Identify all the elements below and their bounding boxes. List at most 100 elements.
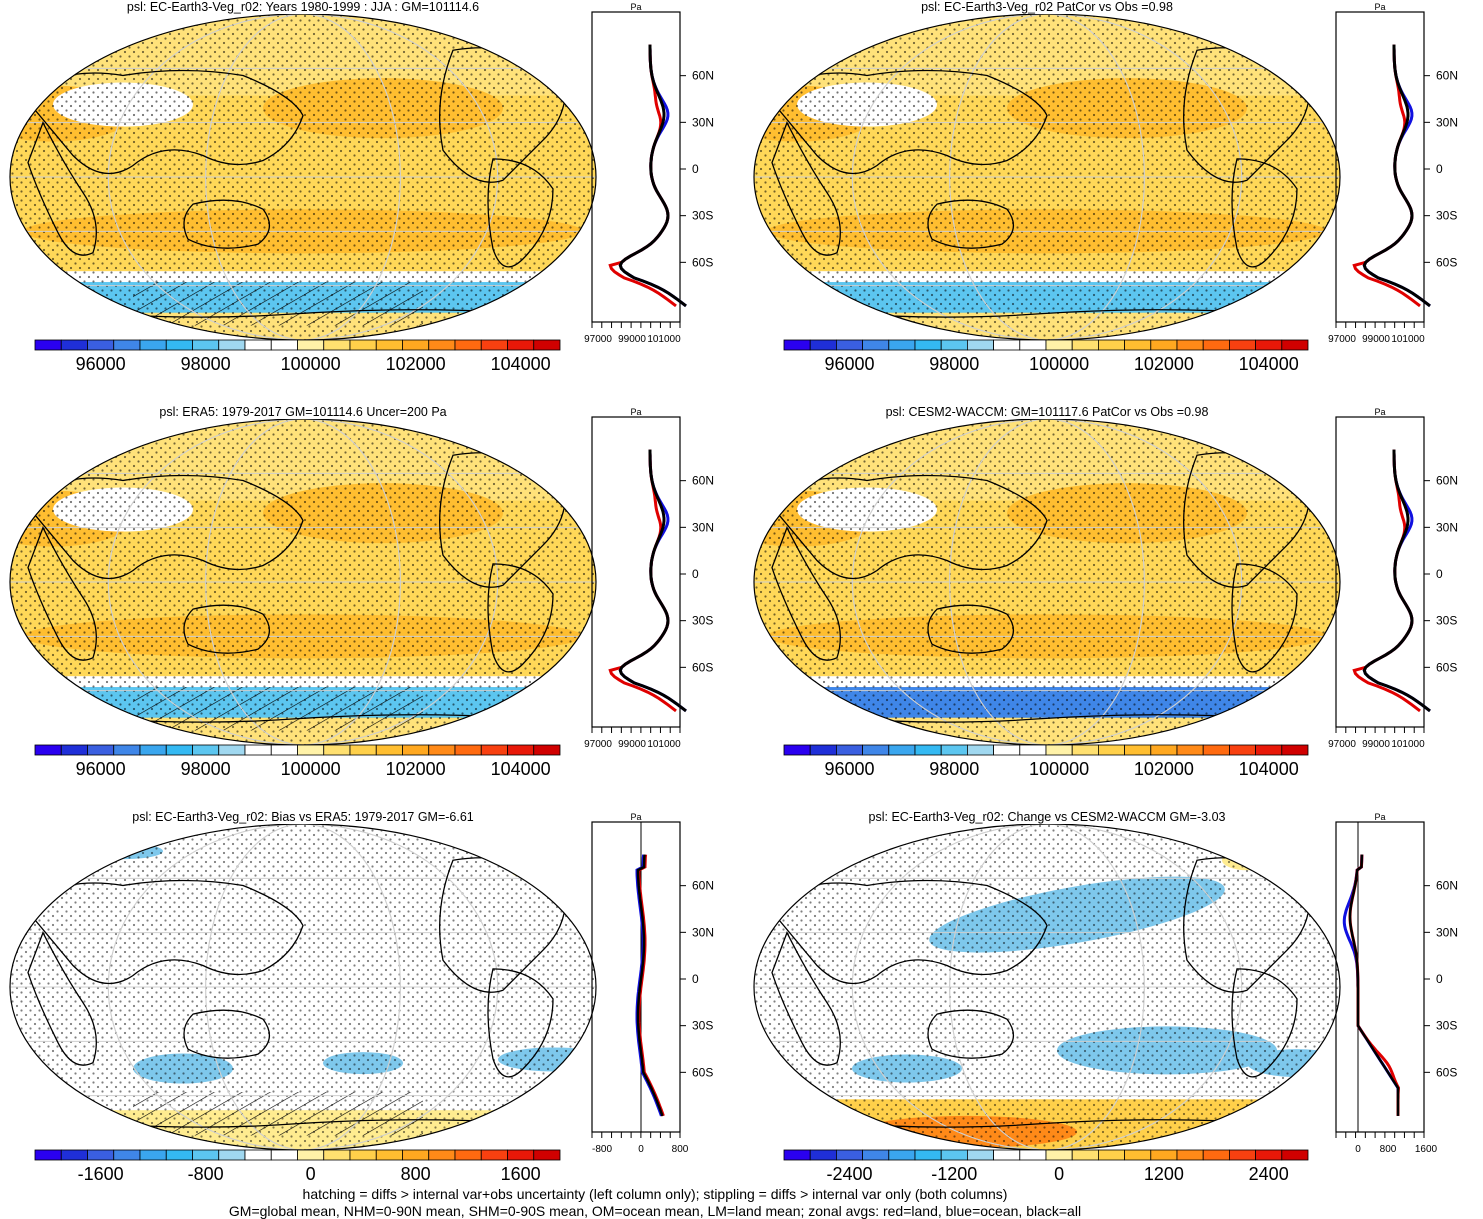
colorbar-tick-label: 104000 xyxy=(490,354,551,374)
latitude-tick-label: 60S xyxy=(692,660,713,674)
profile-tick-label: 97000 xyxy=(1328,334,1356,345)
colorbar-tick-label: 96000 xyxy=(75,759,126,779)
latitude-tick-label: 30N xyxy=(692,925,714,939)
colorbar-tick-label: 1600 xyxy=(500,1164,541,1184)
colorbar xyxy=(34,1149,561,1161)
zonal-profile: Pa 60N 30N 0 30S 60S 97000 99000 101000 xyxy=(1328,407,1458,750)
latitude-tick-label: 30S xyxy=(1436,614,1457,628)
footnote-line-1: hatching = diffs > internal var+obs unce… xyxy=(302,1186,1008,1202)
profile-unit-label: Pa xyxy=(630,2,641,12)
map-panel xyxy=(753,824,1341,1151)
profile-tick-label: 101000 xyxy=(1391,334,1425,345)
profile-unit-label: Pa xyxy=(630,407,641,417)
latitude-tick-label: 60N xyxy=(1436,69,1458,83)
latitude-tick-label: 30S xyxy=(1436,209,1457,223)
colorbar-tick-label: 96000 xyxy=(824,759,875,779)
panel-title: psl: EC-Earth3-Veg_r02 PatCor vs Obs =0.… xyxy=(921,0,1173,14)
latitude-tick-label: 60N xyxy=(692,474,714,488)
profile-unit-label: Pa xyxy=(1374,407,1385,417)
latitude-tick-label: 30N xyxy=(1436,115,1458,129)
latitude-tick-label: 30S xyxy=(692,1019,713,1033)
footnote-line-2: GM=global mean, NHM=0-90N mean, SHM=0-90… xyxy=(228,1203,1082,1219)
colorbar-tick-label: 102000 xyxy=(385,759,446,779)
zonal-profile: Pa 60N 30N 0 30S 60S 97000 99000 101000 xyxy=(1328,2,1458,345)
colorbar xyxy=(783,744,1309,756)
colorbar-tick-label: 98000 xyxy=(929,354,980,374)
panel-title: psl: ERA5: 1979-2017 GM=101114.6 Uncer=2… xyxy=(159,405,447,419)
profile-tick-label: 97000 xyxy=(1328,739,1356,750)
latitude-tick-label: 0 xyxy=(1436,567,1443,581)
colorbar-tick-label: 98000 xyxy=(180,354,231,374)
colorbar-tick-label: 800 xyxy=(400,1164,431,1184)
colorbar-tick-label: -1200 xyxy=(931,1164,978,1184)
profile-unit-label: Pa xyxy=(1374,812,1385,822)
colorbar xyxy=(783,1149,1309,1161)
latitude-tick-label: 60N xyxy=(692,879,714,893)
map-panel xyxy=(9,419,597,746)
profile-tick-label: 99000 xyxy=(1362,739,1390,750)
latitude-tick-label: 0 xyxy=(1436,972,1443,986)
panel-title: psl: EC-Earth3-Veg_r02: Change vs CESM2-… xyxy=(868,810,1226,824)
panel-title: psl: EC-Earth3-Veg_r02: Bias vs ERA5: 19… xyxy=(132,810,474,824)
colorbar-tick-label: 96000 xyxy=(75,354,126,374)
latitude-tick-label: 0 xyxy=(692,162,699,176)
colorbar-tick-label: 0 xyxy=(305,1164,316,1184)
latitude-tick-label: 0 xyxy=(692,972,699,986)
latitude-tick-label: 60S xyxy=(692,255,713,269)
panel-title: psl: EC-Earth3-Veg_r02: Years 1980-1999 … xyxy=(126,0,480,14)
map-panel xyxy=(753,14,1341,341)
profile-tick-label: 800 xyxy=(672,1144,689,1155)
panel-title: psl: CESM2-WACCM: GM=101117.6 PatCor vs … xyxy=(885,405,1209,419)
profile-tick-label: 97000 xyxy=(584,739,612,750)
latitude-tick-label: 60S xyxy=(1436,660,1457,674)
colorbar xyxy=(34,744,561,756)
profile-tick-label: 800 xyxy=(1380,1144,1397,1155)
profile-tick-label: 99000 xyxy=(618,739,646,750)
map-panel xyxy=(753,419,1341,746)
zonal-profile: Pa 60N 30N 0 30S 60S 97000 99000 101000 xyxy=(584,407,714,750)
profile-tick-label: 99000 xyxy=(618,334,646,345)
colorbar-tick-label: 96000 xyxy=(824,354,875,374)
latitude-tick-label: 60S xyxy=(1436,1065,1457,1079)
colorbar-tick-label: 2400 xyxy=(1248,1164,1289,1184)
colorbar-tick-label: 98000 xyxy=(180,759,231,779)
colorbar-tick-label: 104000 xyxy=(1238,354,1299,374)
latitude-tick-label: 60S xyxy=(692,1065,713,1079)
latitude-tick-label: 60N xyxy=(1436,879,1458,893)
colorbar-tick-label: -1600 xyxy=(77,1164,124,1184)
zonal-profile: Pa 60N 30N 0 30S 60S -800 0 800 xyxy=(591,812,714,1155)
latitude-tick-label: 30S xyxy=(692,614,713,628)
colorbar-tick-label: -800 xyxy=(187,1164,224,1184)
colorbar xyxy=(34,339,561,351)
colorbar-tick-label: -2400 xyxy=(826,1164,873,1184)
profile-tick-label: 99000 xyxy=(1362,334,1390,345)
colorbar-tick-label: 0 xyxy=(1054,1164,1065,1184)
colorbar-tick-label: 102000 xyxy=(1133,354,1194,374)
colorbar-tick-label: 1200 xyxy=(1143,1164,1184,1184)
profile-tick-label: -800 xyxy=(592,1144,612,1155)
latitude-tick-label: 0 xyxy=(1436,162,1443,176)
colorbar-tick-label: 100000 xyxy=(280,759,341,779)
latitude-tick-label: 60N xyxy=(1436,474,1458,488)
profile-tick-label: 101000 xyxy=(647,739,681,750)
colorbar-tick-label: 102000 xyxy=(1133,759,1194,779)
colorbar-tick-label: 98000 xyxy=(929,759,980,779)
zonal-profile: Pa 60N 30N 0 30S 60S 0 800 1600 xyxy=(1335,812,1458,1155)
profile-tick-label: 97000 xyxy=(584,334,612,345)
colorbar-tick-label: 100000 xyxy=(1029,354,1090,374)
profile-unit-label: Pa xyxy=(1374,2,1385,12)
latitude-tick-label: 0 xyxy=(692,567,699,581)
profile-tick-label: 1600 xyxy=(1415,1144,1438,1155)
profile-tick-label: 101000 xyxy=(647,334,681,345)
profile-tick-label: 101000 xyxy=(1391,739,1425,750)
profile-unit-label: Pa xyxy=(630,812,641,822)
latitude-tick-label: 30N xyxy=(1436,925,1458,939)
colorbar-tick-label: 104000 xyxy=(490,759,551,779)
latitude-tick-label: 30S xyxy=(692,209,713,223)
colorbar-tick-label: 100000 xyxy=(280,354,341,374)
latitude-tick-label: 30S xyxy=(1436,1019,1457,1033)
latitude-tick-label: 60N xyxy=(692,69,714,83)
profile-tick-label: 0 xyxy=(638,1144,644,1155)
colorbar-tick-label: 100000 xyxy=(1029,759,1090,779)
latitude-tick-label: 30N xyxy=(1436,520,1458,534)
